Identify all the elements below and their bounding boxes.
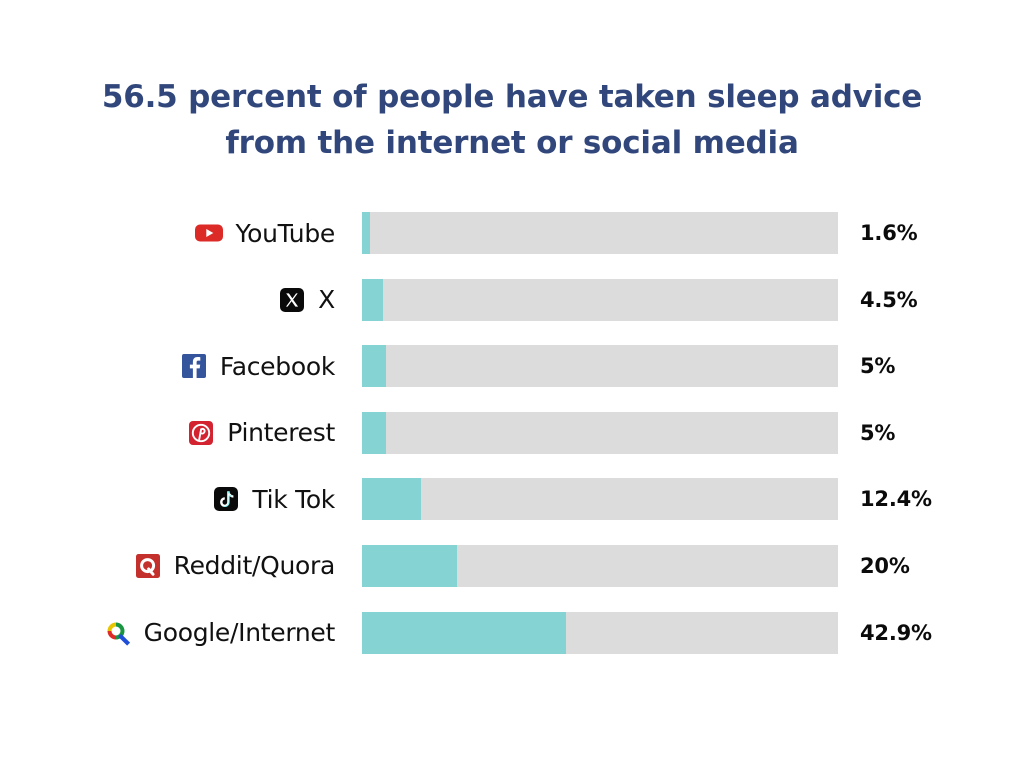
bar-label-text: Tik Tok (252, 484, 335, 514)
bar-label-reddit-quora: Reddit/Quora (133, 545, 335, 587)
bar-chart: YouTube 1.6% X 4.5% (0, 212, 1024, 678)
chart-row: Pinterest 5% (0, 411, 1024, 479)
bar-track (362, 411, 838, 454)
bar-label-google-internet: Google/Internet (103, 612, 335, 654)
bar-fill (362, 611, 567, 654)
bar-fill (362, 478, 422, 521)
bar-value-label: 4.5% (860, 287, 918, 312)
bar-value-label: 5% (860, 420, 896, 445)
bar-track (362, 611, 838, 654)
bar-label-text: Reddit/Quora (173, 551, 336, 581)
bar-label-text: Facebook (219, 351, 335, 381)
bar-label-pinterest: Pinterest (186, 412, 335, 454)
bar-value-label: 20% (860, 553, 910, 578)
bar-track (362, 278, 838, 321)
chart-row: YouTube 1.6% (0, 212, 1024, 279)
bar-fill (362, 544, 458, 587)
bar-label-text: YouTube (235, 218, 335, 248)
tiktok-icon (211, 484, 241, 514)
x-twitter-icon (277, 285, 307, 315)
bar-label-tiktok: Tik Tok (211, 478, 335, 520)
bar-track (362, 478, 838, 521)
bar-label-text: X (318, 285, 335, 315)
bar-label-youtube: YouTube (194, 212, 335, 254)
bar-fill (362, 278, 384, 321)
pinterest-icon (186, 418, 216, 448)
facebook-icon (179, 351, 209, 381)
bar-value-label: 5% (860, 354, 896, 379)
youtube-icon (194, 218, 224, 248)
quora-icon (133, 551, 163, 581)
bar-value-label: 1.6% (860, 221, 918, 245)
bar-label-x: X (277, 279, 335, 321)
page-title-line-2: from the internet or social media (225, 125, 799, 161)
bar-label-text: Google/Internet (143, 618, 336, 648)
bar-value-label: 12.4% (860, 487, 932, 512)
bar-label-facebook: Facebook (179, 345, 335, 387)
chart-row: Reddit/Quora 20% (0, 544, 1024, 612)
chart-row: Facebook 5% (0, 345, 1024, 412)
bar-label-text: Pinterest (227, 418, 335, 448)
chart-row: Tik Tok 12.4% (0, 478, 1024, 545)
bar-track (362, 345, 838, 388)
page-title: 56.5 percent of people have taken sleep … (0, 74, 1024, 166)
bar-track (362, 544, 838, 587)
google-search-icon (103, 618, 133, 648)
bar-fill (362, 411, 386, 454)
bar-fill (362, 345, 386, 388)
bar-value-label: 42.9% (860, 620, 932, 645)
chart-row: X 4.5% (0, 278, 1024, 346)
bar-track (362, 212, 838, 254)
bar-fill (362, 212, 370, 254)
page-title-line-1: 56.5 percent of people have taken sleep … (101, 79, 923, 115)
chart-row: Google/Internet 42.9% (0, 611, 1024, 679)
